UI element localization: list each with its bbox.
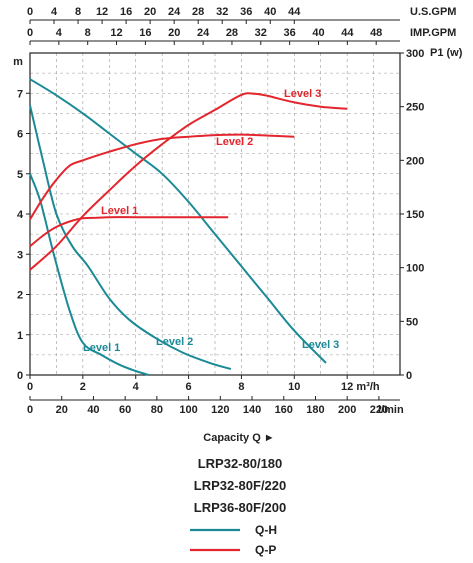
y-tick-label-m: 0 [17,370,23,382]
x-tick-label-impgpm: 12 [110,27,122,39]
x-tick-label-m3h: 12 [341,381,353,393]
x-tick-label-usgpm: 16 [120,6,132,18]
y-tick-label-m: 4 [17,209,24,221]
x-tick-label-lmin: 40 [87,404,99,416]
legend-label: Q-P [255,543,276,557]
y-tick-label-m: 1 [17,330,23,342]
series-line-qp-level-1 [29,216,229,247]
x-axis-title: Capacity Q ► [203,432,274,444]
x-tick-label-impgpm: 28 [226,27,238,39]
x-tick-label-lmin: 120 [211,404,229,416]
x-tick-label-usgpm: 28 [192,6,204,18]
x-tick-label-lmin: 20 [56,404,68,416]
model-name: LRP32-80F/220 [194,478,287,493]
x-tick-label-lmin: 0 [27,404,33,416]
curve-label: Level 2 [156,336,193,348]
x-tick-label-impgpm: 44 [341,27,354,39]
x-tick-label-usgpm: 8 [75,6,81,18]
x-tick-label-usgpm: 32 [216,6,228,18]
x-tick-label-lmin: 180 [306,404,324,416]
x-unit-impgpm: IMP.GPM [410,27,456,39]
y-unit-m: m [13,56,23,68]
x-tick-label-usgpm: 36 [240,6,252,18]
model-name: LRP32-80/180 [198,456,283,471]
model-name: LRP36-80F/200 [194,500,287,515]
curve-label: Level 2 [216,136,253,148]
x-tick-label-impgpm: 40 [312,27,324,39]
series-line-qh-level-1 [29,173,150,376]
x-tick-label-lmin: 100 [179,404,197,416]
curve-label: Level 3 [284,88,321,100]
y-tick-label-w: 250 [406,102,424,114]
x-tick-label-m3h: 8 [238,381,244,393]
x-tick-label-impgpm: 32 [255,27,267,39]
y-tick-label-m: 3 [17,249,23,261]
x-tick-label-impgpm: 16 [139,27,151,39]
curve-label: Level 3 [302,339,339,351]
series-line-qh-level-2 [29,105,232,370]
x-tick-label-impgpm: 24 [197,27,210,39]
x-tick-label-usgpm: 0 [27,6,33,18]
series-line-qh-level-3 [29,78,327,364]
x-tick-label-usgpm: 4 [51,6,58,18]
x-tick-label-lmin: 80 [151,404,163,416]
y-tick-label-m: 5 [17,169,23,181]
x-tick-label-usgpm: 12 [96,6,108,18]
x-tick-label-impgpm: 36 [284,27,296,39]
x-tick-label-lmin: 160 [275,404,293,416]
y-unit-w: P1 (w) [430,47,463,59]
y-tick-label-m: 2 [17,290,23,302]
y-tick-label-w: 50 [406,316,418,328]
y-tick-label-w: 200 [406,155,424,167]
x-tick-label-usgpm: 40 [264,6,276,18]
y-tick-label-m: 6 [17,129,23,141]
series-line-qp-level-2 [29,133,295,220]
x-tick-label-m3h: 2 [80,381,86,393]
x-tick-label-impgpm: 4 [56,27,63,39]
y-tick-label-m: 7 [17,88,23,100]
y-tick-label-w: 300 [406,48,424,60]
y-tick-label-w: 0 [406,370,412,382]
x-tick-label-usgpm: 20 [144,6,156,18]
x-unit-m3h: m³/h [356,381,380,393]
x-tick-label-impgpm: 48 [370,27,382,39]
y-tick-label-w: 150 [406,209,424,221]
x-unit-lmin: l/min [378,404,404,416]
x-tick-label-m3h: 10 [288,381,300,393]
x-unit-usgpm: U.S.GPM [410,6,456,18]
x-tick-label-lmin: 140 [243,404,261,416]
x-tick-label-impgpm: 8 [85,27,91,39]
series-line-qp-level-3 [29,92,348,271]
x-tick-label-impgpm: 20 [168,27,180,39]
x-tick-label-usgpm: 44 [288,6,301,18]
x-tick-label-lmin: 200 [338,404,356,416]
x-tick-label-m3h: 6 [186,381,192,393]
x-tick-label-usgpm: 24 [168,6,181,18]
curve-label: Level 1 [83,342,120,354]
x-tick-label-m3h: 4 [133,381,140,393]
legend-label: Q-H [255,523,277,537]
x-tick-label-impgpm: 0 [27,27,33,39]
x-tick-label-m3h: 0 [27,381,33,393]
x-tick-label-lmin: 60 [119,404,131,416]
x-tick-label-lmin: 220 [370,404,388,416]
y-tick-label-w: 100 [406,263,424,275]
curve-label: Level 1 [101,205,138,217]
